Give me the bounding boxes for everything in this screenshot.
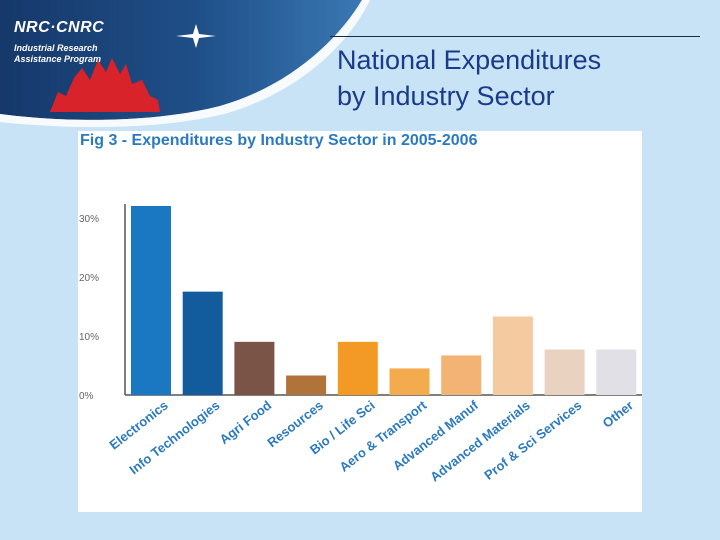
chart-title: Fig 3 - Expenditures by Industry Sector … [80,132,478,149]
bar-resources [286,375,327,395]
title-divider [330,36,700,37]
bar-agri-food [234,341,275,395]
program-name-line1: Industrial Research [14,43,98,53]
y-tick-label: 30% [79,214,99,225]
bar-advanced-materials [492,316,533,395]
sparkle-icon [176,24,216,48]
bar-aero-transport [389,368,430,395]
y-tick-label: 10% [79,332,99,343]
slide-title-line2: by Industry Sector [337,81,555,111]
maple-leaf-icon [50,58,160,112]
x-tick-label: Info Technologies [126,398,222,478]
org-logo-text: NRC·CNRC [14,19,105,36]
bar-bio-life-sci [337,341,378,395]
x-tick-label: Other [600,398,637,431]
slide-title-line1: National Expenditures [337,45,602,75]
bar-info-technologies [182,291,223,395]
y-tick-label: 0% [79,391,94,402]
x-tick-label: Aero & Transport [336,397,429,475]
bar-prof-sci-services [544,349,585,395]
bar-other [596,349,637,395]
header-banner [0,0,370,128]
bar-electronics [131,206,171,395]
y-tick-label: 20% [79,273,99,284]
x-tick-label: Prof & Sci Services [481,398,584,483]
program-name-line2: Assistance Program [14,54,102,64]
x-tick-label: Advanced Manuf [390,397,482,473]
x-tick-label: Advanced Materials [427,398,532,485]
slide-title: National Expenditures by Industry Sector [337,42,707,114]
bar-advanced-manuf [441,355,482,395]
figure-panel: Fig 3 - Expenditures by Industry Sector … [78,131,642,512]
